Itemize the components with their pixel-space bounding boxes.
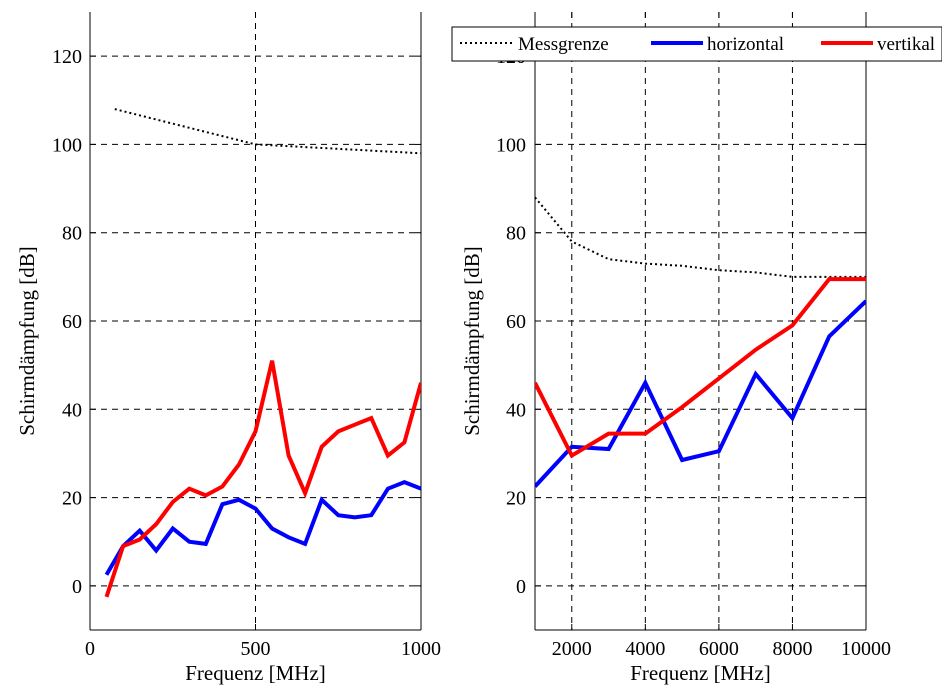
y-tick-label: 100 bbox=[52, 134, 82, 156]
y-tick-label: 80 bbox=[62, 223, 82, 245]
x-tick-label: 10000 bbox=[841, 638, 891, 660]
y-axis-label: Schirmdämpfung [dB] bbox=[460, 246, 484, 436]
series-line-vertikal bbox=[535, 277, 866, 459]
y-tick-label: 40 bbox=[62, 399, 82, 421]
y-tick-label: 100 bbox=[496, 134, 526, 156]
y-tick-label: 80 bbox=[506, 223, 526, 245]
x-axis-label: Frequenz [MHz] bbox=[630, 661, 771, 685]
x-tick-label: 2000 bbox=[552, 638, 592, 660]
legend-label-vertikal: vertikal bbox=[877, 34, 935, 55]
legend-label-horizontal: horizontal bbox=[707, 34, 784, 55]
series-line-horizontal bbox=[535, 299, 866, 488]
series-line-vertikal bbox=[104, 360, 421, 598]
y-tick-label: 0 bbox=[72, 576, 82, 598]
legend: Messgrenze horizontal vertikal bbox=[451, 26, 942, 62]
x-tick-label: 8000 bbox=[772, 638, 812, 660]
y-tick-label: 120 bbox=[52, 46, 82, 68]
series-line-messgrenze bbox=[535, 196, 866, 278]
y-tick-label: 60 bbox=[62, 311, 82, 333]
x-tick-label: 500 bbox=[241, 638, 271, 660]
y-tick-label: 60 bbox=[506, 311, 526, 333]
chart-panel-2: 200040006000800010000020406080100120Freq… bbox=[460, 12, 891, 685]
x-tick-label: 0 bbox=[85, 638, 95, 660]
y-tick-label: 20 bbox=[506, 488, 526, 510]
series-line-messgrenze bbox=[114, 108, 421, 155]
x-tick-label: 1000 bbox=[401, 638, 441, 660]
y-tick-label: 0 bbox=[516, 576, 526, 598]
y-tick-label: 20 bbox=[62, 488, 82, 510]
x-axis-label: Frequenz [MHz] bbox=[185, 661, 326, 685]
x-tick-label: 6000 bbox=[699, 638, 739, 660]
y-axis-label: Schirmdämpfung [dB] bbox=[15, 246, 39, 436]
y-tick-label: 40 bbox=[506, 399, 526, 421]
chart-panel-1: 0 500 1000 0 20 40 60 80 100 120 Frequenz [MHz] Sch… bbox=[15, 12, 441, 685]
series-line-horizontal bbox=[104, 479, 421, 576]
x-tick-label: 4000 bbox=[625, 638, 665, 660]
legend-label-messgrenze: Messgrenze bbox=[518, 34, 609, 55]
